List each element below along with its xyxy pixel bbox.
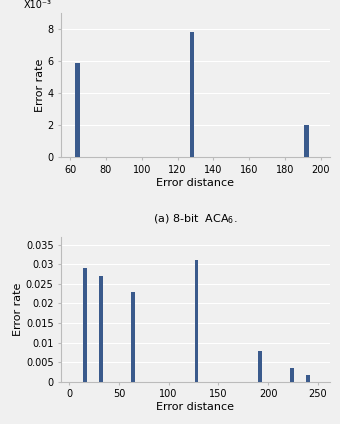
Y-axis label: Error rate: Error rate bbox=[13, 282, 23, 336]
Bar bbox=[75, 63, 80, 157]
Bar bbox=[99, 276, 103, 382]
Bar bbox=[304, 125, 309, 157]
Text: (a) 8-bit  ACA$_6$.: (a) 8-bit ACA$_6$. bbox=[153, 212, 238, 226]
Bar bbox=[131, 293, 135, 382]
Bar bbox=[306, 374, 310, 382]
Bar bbox=[258, 351, 262, 382]
Bar bbox=[290, 368, 294, 382]
Text: X10⁻³: X10⁻³ bbox=[23, 0, 52, 10]
Bar bbox=[194, 260, 199, 382]
Bar bbox=[83, 268, 87, 382]
Bar bbox=[190, 32, 194, 157]
X-axis label: Error distance: Error distance bbox=[156, 402, 235, 412]
Y-axis label: Error rate: Error rate bbox=[35, 59, 45, 112]
X-axis label: Error distance: Error distance bbox=[156, 178, 235, 188]
